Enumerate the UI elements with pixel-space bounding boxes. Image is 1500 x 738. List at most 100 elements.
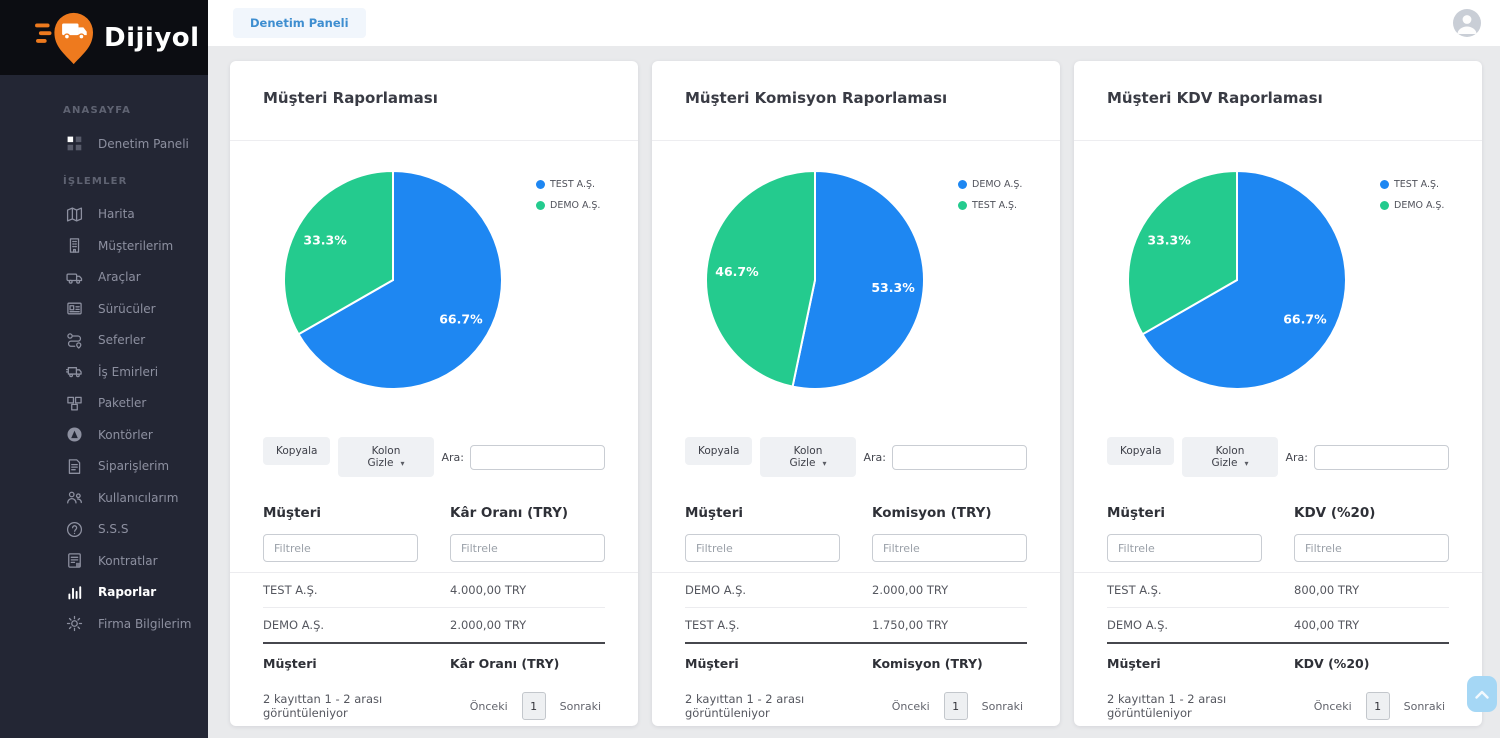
brand-logo[interactable]: Dijiyol	[0, 0, 208, 75]
svg-text:46.7%: 46.7%	[715, 264, 759, 279]
search-input[interactable]	[892, 445, 1027, 470]
dashboard-content: Müşteri Raporlaması 66.7% 33.3% TEST A.Ş.…	[208, 46, 1500, 738]
legend-item[interactable]: DEMO A.Ş.	[1380, 200, 1444, 211]
hide-column-label: Kolon Gizle	[1211, 445, 1245, 469]
search-input[interactable]	[470, 445, 605, 470]
legend-item[interactable]: TEST A.Ş.	[1380, 179, 1444, 190]
page-number-button[interactable]: 1	[1365, 692, 1390, 720]
sidebar-item-araclar[interactable]: Araçlar	[0, 262, 208, 294]
column-header-musteri[interactable]: Müşteri	[1107, 505, 1165, 521]
table-body: TEST A.Ş. 4.000,00 TRY DEMO A.Ş. 2.000,0…	[230, 573, 638, 642]
table-search: Ara:	[1286, 445, 1449, 470]
sidebar-item-denetim-paneli[interactable]: Denetim Paneli	[0, 128, 208, 160]
cell-value: 2.000,00 TRY	[450, 618, 527, 632]
sidebar-item-musterilerim[interactable]: Müşterilerim	[0, 230, 208, 262]
records-info: 2 kayıttan 1 - 2 arası görüntüleniyor	[1107, 692, 1227, 720]
column-header-value[interactable]: KDV (%20)	[1294, 505, 1376, 521]
user-avatar-icon[interactable]	[1452, 8, 1482, 38]
sidebar-item-raporlar[interactable]: Raporlar	[0, 577, 208, 609]
table-row[interactable]: TEST A.Ş. 4.000,00 TRY	[263, 573, 605, 608]
sidebar-item-kullanicilarim[interactable]: Kullanıcılarım	[0, 482, 208, 514]
copy-button[interactable]: Kopyala	[685, 437, 753, 465]
table-row[interactable]: TEST A.Ş. 800,00 TRY	[1107, 573, 1449, 608]
prev-page-button[interactable]: Önceki	[469, 699, 508, 713]
topbar: Denetim Paneli	[208, 0, 1500, 46]
column-header-musteri[interactable]: Müşteri	[685, 505, 743, 521]
next-page-button[interactable]: Sonraki	[981, 699, 1023, 713]
sidebar-item-is-emirleri[interactable]: İş Emirleri	[0, 356, 208, 388]
map-icon	[66, 206, 83, 223]
table-info-row: 2 kayıttan 1 - 2 arası görüntüleniyor Ön…	[1074, 692, 1482, 720]
filter-input-musteri[interactable]	[685, 534, 840, 562]
gear-icon	[66, 615, 83, 632]
search-input[interactable]	[1314, 445, 1449, 470]
table-row[interactable]: TEST A.Ş. 1.750,00 TRY	[685, 608, 1027, 642]
filter-input-value[interactable]	[1294, 534, 1449, 562]
sidebar-item-label: Paketler	[98, 396, 147, 411]
nav-section-islemler: İŞLEMLER	[63, 175, 128, 187]
cell-value: 800,00 TRY	[1294, 583, 1360, 597]
table-row[interactable]: DEMO A.Ş. 400,00 TRY	[1107, 608, 1449, 642]
column-header-value[interactable]: Kâr Oranı (TRY)	[450, 505, 569, 521]
filter-input-musteri[interactable]	[1107, 534, 1262, 562]
copy-button[interactable]: Kopyala	[1107, 437, 1175, 465]
sidebar-item-kontratlar[interactable]: Kontratlar	[0, 545, 208, 577]
legend-item[interactable]: TEST A.Ş.	[536, 179, 600, 190]
table-toolbar: Kopyala Kolon Gizle ▾ Ara:	[230, 437, 638, 477]
sidebar-item-label: S.S.S	[98, 522, 129, 537]
legend-item[interactable]: DEMO A.Ş.	[958, 179, 1022, 190]
filter-row	[1074, 534, 1482, 573]
cell-musteri: DEMO A.Ş.	[263, 618, 325, 632]
pie-chart: 53.3% 46.7%	[704, 169, 926, 391]
page-number-button[interactable]: 1	[943, 692, 968, 720]
table-row[interactable]: DEMO A.Ş. 2.000,00 TRY	[685, 573, 1027, 608]
legend-label: TEST A.Ş.	[972, 200, 1018, 211]
prev-page-button[interactable]: Önceki	[891, 699, 930, 713]
cell-value: 400,00 TRY	[1294, 618, 1360, 632]
prev-page-button[interactable]: Önceki	[1313, 699, 1352, 713]
hide-column-button[interactable]: Kolon Gizle ▾	[1182, 437, 1278, 477]
sidebar-item-seferler[interactable]: Seferler	[0, 325, 208, 357]
sidebar-item-paketler[interactable]: Paketler	[0, 388, 208, 420]
svg-text:33.3%: 33.3%	[303, 233, 347, 248]
sidebar-item-firma-bilgilerim[interactable]: Firma Bilgilerim	[0, 608, 208, 640]
records-info: 2 kayıttan 1 - 2 arası görüntüleniyor	[685, 692, 805, 720]
sidebar-item-kontorler[interactable]: Kontörler	[0, 419, 208, 451]
next-page-button[interactable]: Sonraki	[559, 699, 601, 713]
hide-column-button[interactable]: Kolon Gizle ▾	[338, 437, 434, 477]
sidebar-item-siparislerim[interactable]: Siparişlerim	[0, 451, 208, 483]
sidebar-item-label: Firma Bilgilerim	[98, 616, 192, 631]
search-label: Ara:	[441, 451, 465, 464]
sidebar-item-sss[interactable]: S.S.S	[0, 514, 208, 546]
card-title: Müşteri Raporlaması	[263, 89, 438, 107]
legend-item[interactable]: DEMO A.Ş.	[536, 200, 600, 211]
hide-column-button[interactable]: Kolon Gizle ▾	[760, 437, 856, 477]
sidebar-item-label: Araçlar	[98, 270, 141, 285]
filter-input-musteri[interactable]	[263, 534, 418, 562]
legend-item[interactable]: TEST A.Ş.	[958, 200, 1022, 211]
table-header-row: Müşteri KDV (%20)	[1074, 505, 1482, 521]
chart-legend: DEMO A.Ş. TEST A.Ş.	[958, 179, 1022, 221]
next-page-button[interactable]: Sonraki	[1403, 699, 1445, 713]
scroll-top-button[interactable]	[1467, 676, 1497, 712]
dijiyol-pin-truck-logo-icon	[35, 12, 94, 64]
table-search: Ara:	[441, 445, 605, 470]
table-row[interactable]: DEMO A.Ş. 2.000,00 TRY	[263, 608, 605, 642]
filter-input-value[interactable]	[872, 534, 1027, 562]
column-header-musteri[interactable]: Müşteri	[263, 505, 321, 521]
id-card-icon	[66, 300, 83, 317]
table-header-row: Müşteri Kâr Oranı (TRY)	[230, 505, 638, 521]
chevron-up-icon	[1475, 690, 1489, 699]
column-header-value[interactable]: Komisyon (TRY)	[872, 505, 992, 521]
page-number-button[interactable]: 1	[521, 692, 546, 720]
pie-chart: 66.7% 33.3%	[282, 169, 504, 391]
legend-label: DEMO A.Ş.	[972, 179, 1023, 190]
copy-button[interactable]: Kopyala	[263, 437, 331, 465]
sidebar-item-harita[interactable]: Harita	[0, 199, 208, 231]
credit-circle-icon	[66, 426, 83, 443]
pie-chart-area: 66.7% 33.3% TEST A.Ş. DEMO A.Ş.	[230, 141, 638, 437]
sidebar-item-suruculer[interactable]: Sürücüler	[0, 293, 208, 325]
filter-input-value[interactable]	[450, 534, 605, 562]
tab-denetim-paneli[interactable]: Denetim Paneli	[233, 8, 366, 38]
